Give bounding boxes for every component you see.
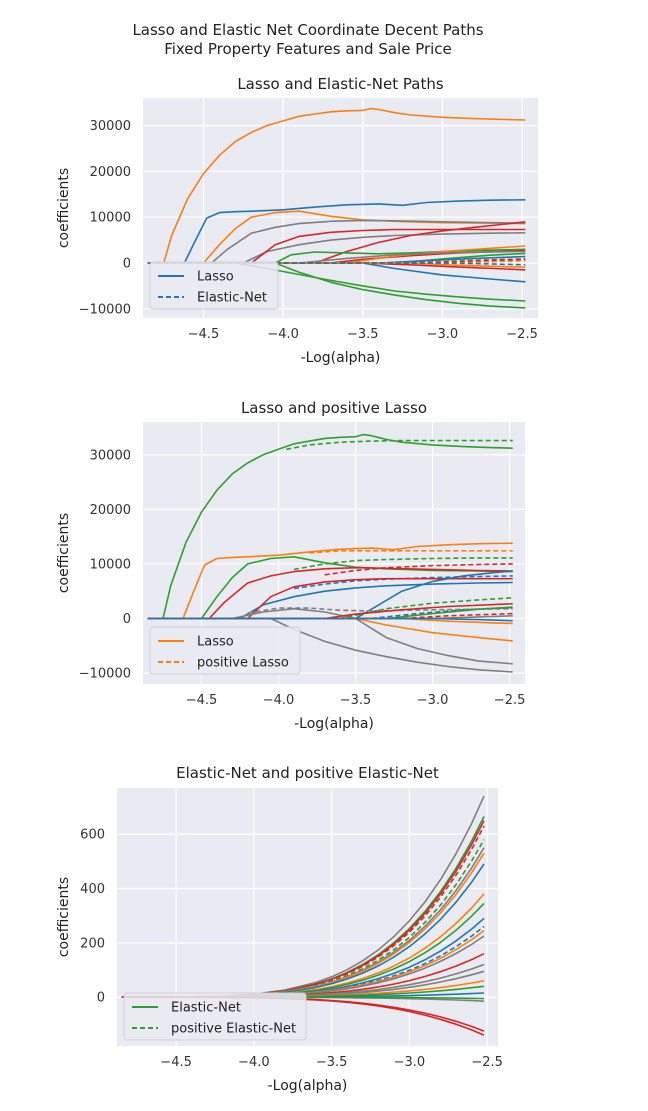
series-line xyxy=(147,566,513,620)
lasso-elasticnet-panel: Lasso and Elastic-Net Paths −4.5 −4.0 −3.5 −… xyxy=(56,75,538,366)
chart-title: Lasso and positive Lasso xyxy=(241,399,427,417)
x-tick-label: −4.0 xyxy=(263,693,295,708)
series-line xyxy=(147,248,526,264)
y-tick-label: 0 xyxy=(123,612,131,627)
x-tick-label: −2.5 xyxy=(506,327,538,342)
legend: Elastic-Net positive Elastic-Net xyxy=(123,992,307,1041)
y-tick-label: 400 xyxy=(80,882,105,897)
series-line xyxy=(147,433,513,620)
elasticnet-positive-panel: Elastic-Net and positive Elastic-Net −4.5… xyxy=(56,764,503,1094)
legend-label: Lasso xyxy=(197,270,234,285)
x-tick-label: −4.5 xyxy=(186,693,218,708)
x-tick-label: −3.0 xyxy=(417,693,449,708)
series-line xyxy=(147,262,526,268)
x-tick-label: −3.0 xyxy=(427,327,459,342)
series-line xyxy=(147,542,513,620)
series-line xyxy=(147,556,513,620)
x-tick-label: −2.5 xyxy=(494,693,526,708)
lasso-positive-panel: Lasso and positive Lasso −4.5 −4.0 −3.5 −3.0… xyxy=(56,399,525,732)
series-line xyxy=(147,228,526,264)
series-line xyxy=(147,617,513,622)
legend-label: Lasso xyxy=(197,635,234,650)
x-axis-label: -Log(alpha) xyxy=(268,1078,348,1094)
y-tick-label: 30000 xyxy=(90,448,131,463)
x-tick-label: −4.5 xyxy=(188,327,220,342)
y-tick-label: 600 xyxy=(80,828,105,843)
series-line xyxy=(147,617,513,673)
series-line xyxy=(293,557,513,571)
y-tick-label: 10000 xyxy=(90,557,131,572)
x-tick-label: −4.0 xyxy=(238,1055,270,1070)
y-tick-label: 200 xyxy=(80,936,105,951)
legend-label: positive Elastic-Net xyxy=(171,1022,296,1037)
series-line xyxy=(147,232,526,264)
y-axis-label: coefficients xyxy=(56,877,72,957)
y-tick-label: −10000 xyxy=(79,302,131,317)
x-tick-label: −4.5 xyxy=(160,1055,192,1070)
legend-box xyxy=(149,626,301,675)
legend-box xyxy=(123,992,307,1041)
y-tick-label: 30000 xyxy=(90,119,131,134)
series-line xyxy=(147,570,513,620)
legend-label: Elastic-Net xyxy=(197,291,267,306)
figure-suptitle-line2: Fixed Property Features and Sale Price xyxy=(164,40,452,58)
y-tick-label: 0 xyxy=(123,257,131,272)
figure-suptitle-line1: Lasso and Elastic Net Coordinate Decent … xyxy=(132,21,483,39)
y-tick-label: 20000 xyxy=(90,503,131,518)
x-tick-label: −4.0 xyxy=(267,327,299,342)
x-tick-label: −2.5 xyxy=(471,1055,503,1070)
series-line xyxy=(309,550,513,554)
x-tick-label: −3.5 xyxy=(340,693,372,708)
x-tick-label: −3.0 xyxy=(394,1055,426,1070)
series-line xyxy=(147,219,526,264)
series-line xyxy=(147,210,526,264)
x-tick-label: −3.5 xyxy=(347,327,379,342)
series-group xyxy=(147,433,513,673)
legend: Lasso Elastic-Net xyxy=(149,261,279,310)
x-axis-label: -Log(alpha) xyxy=(294,716,374,732)
series-group xyxy=(147,107,526,309)
series-line xyxy=(147,262,526,266)
series-line xyxy=(247,607,513,614)
chart-title: Elastic-Net and positive Elastic-Net xyxy=(176,764,439,782)
x-tick-label: −3.5 xyxy=(316,1055,348,1070)
y-axis-label: coefficients xyxy=(56,168,72,248)
y-tick-label: 0 xyxy=(97,991,105,1006)
chart-title: Lasso and Elastic-Net Paths xyxy=(237,75,444,93)
series-line xyxy=(147,107,526,264)
series-line xyxy=(147,612,513,620)
y-tick-label: 20000 xyxy=(90,165,131,180)
y-tick-label: −10000 xyxy=(79,667,131,682)
series-line xyxy=(147,221,526,264)
series-line xyxy=(147,262,526,309)
legend-label: Elastic-Net xyxy=(171,1001,241,1016)
y-axis-label: coefficients xyxy=(56,513,72,593)
legend: Lasso positive Lasso xyxy=(149,626,301,675)
series-line xyxy=(286,439,513,451)
series-line xyxy=(147,577,513,620)
y-tick-label: 10000 xyxy=(90,211,131,226)
series-line xyxy=(324,563,513,576)
legend-label: positive Lasso xyxy=(197,656,289,671)
series-line xyxy=(147,199,526,264)
x-axis-label: -Log(alpha) xyxy=(301,350,381,366)
